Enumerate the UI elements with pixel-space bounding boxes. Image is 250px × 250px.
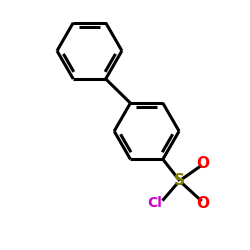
Text: S: S xyxy=(174,174,185,188)
Text: Cl: Cl xyxy=(148,196,162,210)
Text: O: O xyxy=(196,196,209,211)
Text: O: O xyxy=(196,156,209,172)
